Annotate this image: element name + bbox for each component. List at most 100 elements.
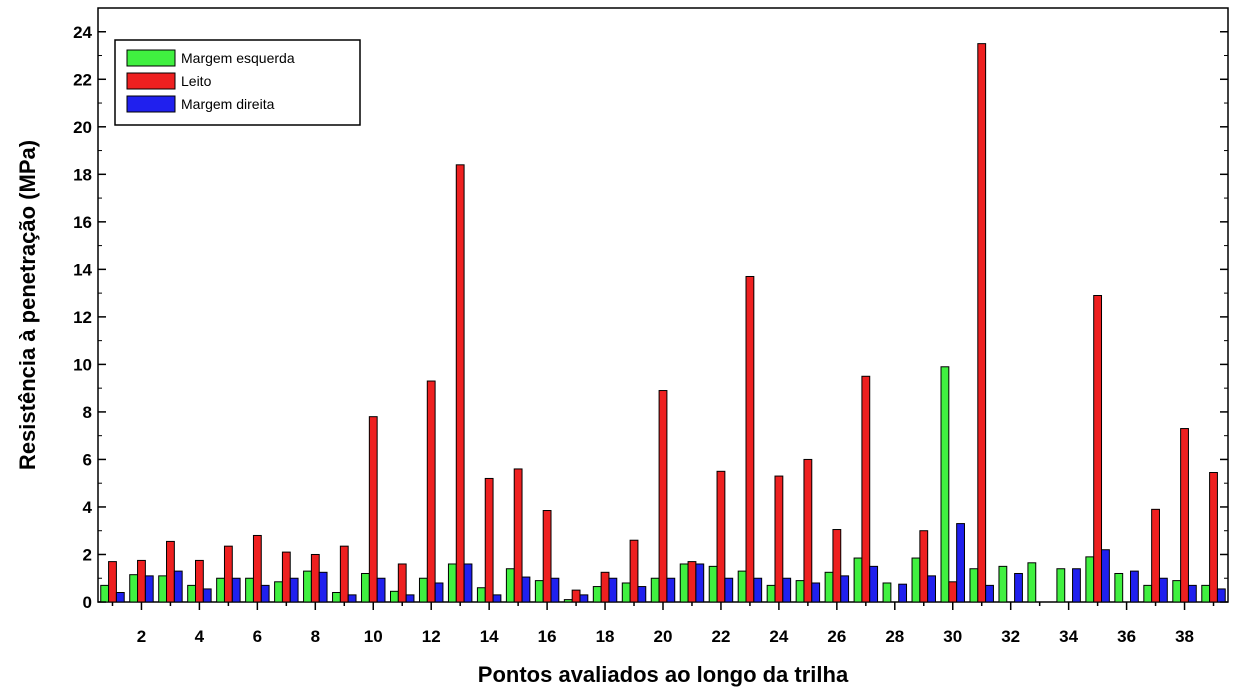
y-tick-label-2: 2: [83, 545, 92, 564]
x-tick-label-14: 14: [480, 627, 499, 646]
bar-margem-direita-30: [956, 523, 965, 603]
bar-margem-esquerda-31: [969, 568, 979, 603]
bar-margem-esquerda-16: [534, 580, 544, 603]
x-tick-label-16: 16: [538, 627, 557, 646]
bar-margem-direita-6: [260, 584, 270, 603]
bar-margem-esquerda-21: [679, 563, 689, 603]
bar-leito-38: [1180, 428, 1189, 603]
legend-swatch-leito: [126, 72, 176, 90]
y-tick-label-24: 24: [73, 23, 92, 42]
bar-margem-esquerda-37: [1143, 584, 1153, 603]
bar-leito-16: [542, 510, 552, 603]
x-tick-label-26: 26: [827, 627, 846, 646]
bar-margem-direita-17: [579, 594, 589, 603]
bar-margem-esquerda-25: [795, 580, 805, 603]
bar-margem-direita-11: [405, 594, 415, 603]
bar-margem-esquerda-34: [1056, 568, 1066, 603]
bar-leito-6: [252, 534, 262, 603]
bar-leito-35: [1093, 295, 1103, 603]
bar-leito-7: [281, 551, 291, 603]
bar-margem-esquerda-26: [824, 571, 834, 603]
bar-leito-37: [1151, 508, 1160, 603]
bar-margem-esquerda-33: [1027, 562, 1037, 603]
x-tick-label-8: 8: [311, 627, 320, 646]
bar-margem-direita-29: [927, 575, 936, 603]
bar-margem-esquerda-24: [766, 584, 776, 603]
bar-margem-direita-2: [144, 575, 154, 603]
bar-margem-direita-10: [376, 577, 386, 603]
bar-leito-21: [687, 561, 697, 603]
bar-leito-5: [223, 545, 233, 603]
bar-margem-esquerda-9: [332, 592, 341, 603]
bars-group: [100, 43, 1226, 603]
bar-leito-15: [513, 468, 523, 603]
bar-margem-direita-31: [985, 584, 994, 603]
x-tick-label-34: 34: [1059, 627, 1078, 646]
bar-leito-4: [195, 559, 204, 603]
bar-margem-esquerda-7: [274, 581, 283, 603]
bar-margem-esquerda-12: [418, 577, 428, 603]
bar-margem-esquerda-36: [1114, 572, 1124, 603]
bar-leito-13: [455, 164, 465, 603]
bar-margem-esquerda-8: [303, 570, 312, 603]
bar-margem-esquerda-23: [737, 570, 747, 603]
bar-leito-29: [919, 530, 929, 603]
bar-margem-direita-3: [173, 570, 183, 603]
bar-leito-2: [137, 559, 146, 603]
x-tick-label-12: 12: [422, 627, 441, 646]
bar-leito-39: [1209, 472, 1218, 603]
bar-margem-direita-4: [202, 588, 212, 603]
bar-leito-10: [368, 416, 378, 603]
bar-leito-20: [658, 390, 668, 603]
x-tick-label-38: 38: [1175, 627, 1194, 646]
legend-label-margem-direita: Margem direita: [181, 96, 275, 112]
bar-margem-direita-19: [637, 586, 647, 603]
y-tick-label-20: 20: [73, 118, 92, 137]
x-tick-label-36: 36: [1117, 627, 1136, 646]
bar-leito-18: [600, 571, 610, 603]
x-axis-title: Pontos avaliados ao longo da trilha: [478, 662, 849, 687]
x-axis: 2 4 6 8 10 12 14 16 18 20 22 24 26 28 30 32 34 36 38: [111, 602, 1215, 646]
bar-leito-31: [977, 43, 987, 603]
bar-margem-esquerda-10: [361, 572, 370, 603]
bar-margem-direita-23: [753, 577, 763, 603]
bar-margem-direita-36: [1130, 570, 1139, 603]
x-tick-label-22: 22: [711, 627, 730, 646]
x-tick-label-2: 2: [137, 627, 146, 646]
bar-margem-esquerda-1: [100, 584, 110, 603]
y-tick-label-12: 12: [73, 308, 92, 327]
bar-margem-esquerda-27: [853, 557, 863, 603]
legend-swatch-margem-direita: [126, 95, 176, 113]
y-tick-label-18: 18: [73, 165, 92, 184]
y-axis-title: Resistência à penetração (MPa): [15, 140, 40, 470]
bar-margem-esquerda-3: [158, 575, 168, 603]
y-tick-label-4: 4: [83, 498, 93, 517]
x-tick-label-6: 6: [253, 627, 262, 646]
x-tick-label-20: 20: [654, 627, 673, 646]
bar-margem-esquerda-28: [882, 582, 892, 603]
bar-margem-direita-27: [869, 565, 879, 603]
bar-margem-direita-14: [492, 594, 502, 603]
bar-leito-19: [629, 539, 639, 603]
bar-margem-direita-12: [434, 582, 444, 603]
bar-leito-17: [571, 589, 581, 603]
x-tick-label-18: 18: [596, 627, 615, 646]
bar-margem-direita-28: [898, 583, 908, 603]
bar-leito-8: [310, 553, 320, 603]
bar-margem-esquerda-38: [1172, 580, 1182, 603]
y-tick-label-0: 0: [83, 593, 92, 612]
bar-leito-12: [426, 380, 436, 603]
x-tick-label-24: 24: [769, 627, 788, 646]
bar-margem-esquerda-30: [940, 366, 950, 603]
bar-margem-esquerda-22: [708, 565, 718, 603]
y-tick-label-6: 6: [83, 450, 92, 469]
bar-margem-direita-22: [724, 577, 734, 603]
bar-margem-direita-18: [608, 577, 618, 603]
y-tick-label-22: 22: [73, 70, 92, 89]
bar-margem-direita-15: [521, 576, 531, 603]
bar-margem-esquerda-15: [505, 568, 515, 603]
bar-margem-direita-7: [289, 577, 299, 603]
bar-leito-24: [774, 475, 784, 603]
